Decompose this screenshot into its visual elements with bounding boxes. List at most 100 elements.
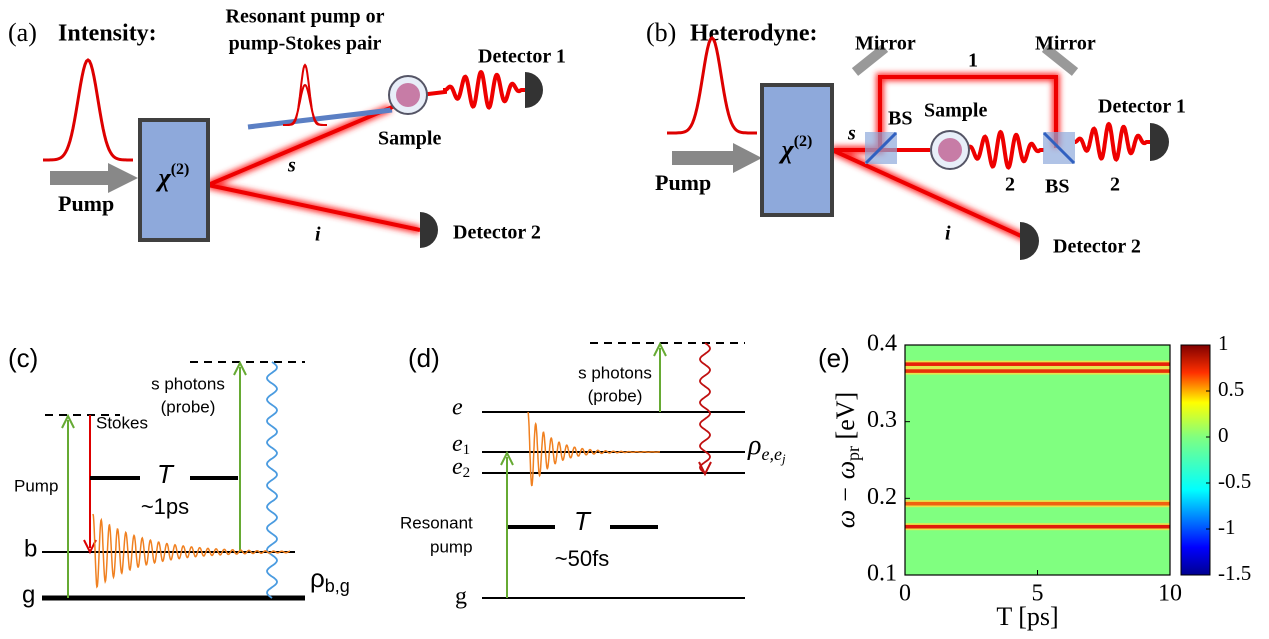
y-tick-label: 0.1 <box>867 561 897 587</box>
arrowhead <box>83 539 97 555</box>
y-axis-label: ω − ωpr [eV] <box>831 392 863 528</box>
arrowhead <box>500 450 514 466</box>
delay-value: ~1ps <box>141 494 189 519</box>
label-part: pr <box>843 446 863 461</box>
mirror-label: Mirror <box>855 33 916 55</box>
coherence-label: ρe,ej <box>747 430 786 466</box>
heatmap-background <box>905 345 1170 575</box>
symbol: ρ <box>747 430 761 461</box>
beam-splitter <box>1042 131 1076 165</box>
coherence-oscillation <box>527 411 660 487</box>
x-axis-label: T [ps] <box>996 602 1058 631</box>
symbol: χ <box>156 163 172 192</box>
detector <box>420 212 438 248</box>
symbol: e <box>452 431 463 457</box>
panel-a: (a) Intensity: Pump χ(2) Resonant pump o… <box>8 6 566 248</box>
colorbar-tick-label: 0 <box>1218 423 1229 447</box>
emission-wave <box>699 342 711 474</box>
colorbar-tick-label: 1 <box>1218 331 1229 355</box>
level-label: e1 <box>452 431 470 459</box>
delay-label: T <box>574 506 592 536</box>
crystal <box>760 83 834 217</box>
bs-label: BS <box>888 108 912 130</box>
level-label: e <box>452 395 463 421</box>
superscript: (2) <box>171 161 190 178</box>
arrowhead <box>653 341 667 357</box>
panel-c: (c) T ~1ps Pump Stokes s photons (probe)… <box>8 343 350 608</box>
arrowhead <box>108 163 138 193</box>
signal-label: s <box>847 123 856 145</box>
mirror <box>851 44 889 76</box>
band <box>905 501 1170 506</box>
emission-wave <box>266 361 278 599</box>
subscript: 2 <box>463 465 471 481</box>
path-label: 2 <box>1005 174 1015 196</box>
pulse <box>667 36 757 135</box>
panel-label: (d) <box>408 343 440 373</box>
subscript: e,e <box>761 444 781 464</box>
colorbar-tick-label: -1 <box>1218 515 1236 539</box>
sample-label: Sample <box>378 128 441 150</box>
detector-label: Detector 1 <box>478 46 566 68</box>
delay-label: T <box>157 459 175 489</box>
pump-beam <box>247 107 393 130</box>
panel-e: (e) 0 5 100.10.20.30.4T [ps]ω − ωpr [eV]10… <box>818 331 1251 631</box>
symbol: χ <box>779 135 795 164</box>
superscript: (2) <box>794 133 813 150</box>
crystal <box>138 118 210 242</box>
level-label: g <box>22 581 35 608</box>
x-tick-label: 5 <box>1032 581 1044 607</box>
detector-label: Detector 2 <box>453 222 541 244</box>
band <box>905 362 1170 366</box>
probe-label: s photons <box>151 374 225 393</box>
detector <box>1150 123 1169 161</box>
y-tick-label: 0.4 <box>867 331 897 357</box>
pulse <box>43 58 133 162</box>
colorbar <box>1180 344 1211 576</box>
label-part: ω − ω <box>831 461 860 528</box>
pump-note: Resonant pump or <box>226 6 385 28</box>
energy-level <box>482 411 745 599</box>
arrowhead <box>698 461 712 477</box>
symbol: ρ <box>310 563 325 593</box>
molecule <box>396 83 420 107</box>
level-label: e2 <box>452 454 470 482</box>
detector-label: Detector 1 <box>1098 96 1186 118</box>
mirror <box>1041 44 1079 76</box>
colorbar-tick-label: -0.5 <box>1218 469 1251 493</box>
probe-label: (probe) <box>588 386 643 405</box>
y-tick-label: 0.2 <box>867 484 897 510</box>
virtual-level <box>45 361 305 416</box>
pulse-pair <box>283 63 327 126</box>
beam <box>207 106 421 232</box>
subscript: j <box>780 451 786 466</box>
panel-label: (e) <box>818 343 850 373</box>
spring-beam <box>389 69 525 110</box>
panel-title: Heterodyne: <box>690 21 818 47</box>
pump-label: Resonant <box>400 513 473 532</box>
path-label: 1 <box>968 50 978 72</box>
bs-label: BS <box>1045 176 1069 198</box>
probe-label: s photons <box>578 363 652 382</box>
panel-b: (b) Heterodyne: Pump χ(2) Mirror Mirror … <box>646 18 1186 260</box>
stokes-label: Stokes <box>96 413 148 432</box>
idler-label: i <box>315 224 321 246</box>
panel-d: (d) T ~50fs Resonant pump s photons (pro… <box>400 341 786 610</box>
coherence-oscillation <box>92 513 290 589</box>
detector-label: Detector 2 <box>1053 236 1141 258</box>
pump-label: Pump <box>14 476 58 495</box>
colorbar-tick-label: -1.5 <box>1218 561 1251 585</box>
arrowhead <box>733 143 762 173</box>
mirror-label: Mirror <box>1035 33 1096 55</box>
sample-label: Sample <box>924 100 987 122</box>
x-tick-label: 0 <box>899 581 911 607</box>
band <box>905 369 1170 373</box>
pump-label: Pump <box>655 170 711 195</box>
panel-label: (c) <box>8 343 38 373</box>
coherence-label: ρb,g <box>310 563 350 596</box>
y-tick-label: 0.3 <box>867 407 897 433</box>
level-label: b <box>24 535 37 562</box>
probe-label: (probe) <box>161 397 216 416</box>
arrowhead <box>233 360 247 376</box>
